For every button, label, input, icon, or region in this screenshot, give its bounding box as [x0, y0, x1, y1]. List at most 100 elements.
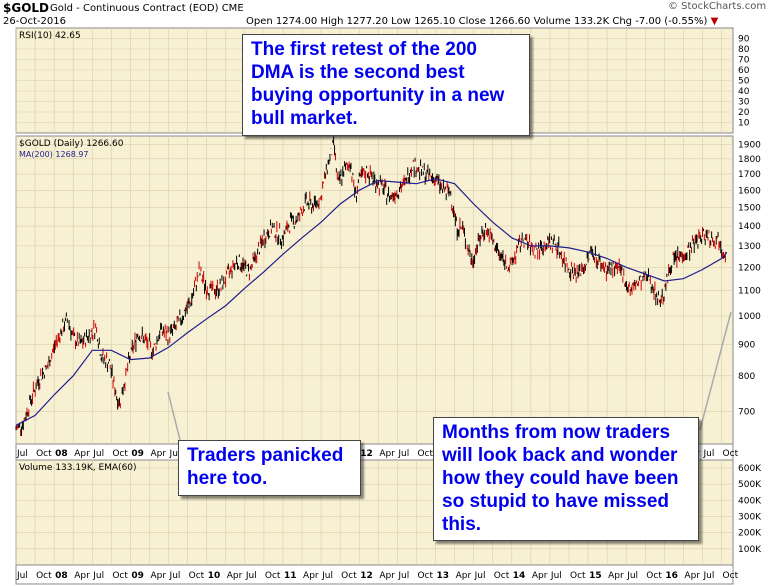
rsi-tick-label: 80 — [738, 45, 750, 55]
price-tick-label: 1200 — [738, 263, 761, 273]
price-tick-label: 1000 — [738, 312, 761, 322]
x-tick-label-top: Jul — [702, 449, 714, 459]
ohlc-summary: Open 1274.00 High 1277.20 Low 1265.10 Cl… — [246, 16, 719, 27]
volume-tick-label: 300K — [738, 513, 762, 523]
price-tick-label: 700 — [738, 408, 755, 418]
exchange-label: CME — [221, 3, 244, 14]
callout-right: Months from now traders will look back a… — [433, 417, 699, 541]
price-tick-label: 900 — [738, 340, 755, 350]
rsi-legend: RSI(10) 42.65 — [19, 31, 81, 41]
x-tick-label-bottom: Apr — [150, 571, 166, 581]
x-tick-label-bottom: Jul — [550, 571, 562, 581]
x-axis-band-bottom — [15, 564, 734, 585]
x-tick-label-top: Oct — [112, 449, 128, 459]
price-tick-label: 1900 — [738, 140, 761, 150]
x-tick-label-bottom: Oct — [570, 571, 586, 581]
volume-value: 133.2K — [573, 16, 610, 27]
x-tick-label-bottom: Oct — [112, 571, 128, 581]
price-tick-label: 1100 — [738, 287, 761, 297]
price-panel — [15, 135, 734, 445]
chart-date: 26-Oct-2016 — [3, 16, 66, 27]
x-tick-label-top: 09 — [131, 449, 144, 459]
x-tick-label-bottom: Apr — [684, 571, 700, 581]
volume-tick-label: 400K — [738, 496, 762, 506]
low-value: 1265.10 — [414, 16, 456, 27]
x-tick-label-bottom: 11 — [284, 571, 297, 581]
x-tick-label-top: 08 — [55, 449, 68, 459]
x-tick-label-bottom: Jul — [397, 571, 409, 581]
contract-description: Gold - Continuous Contract (EOD) CME — [50, 3, 244, 14]
x-tick-label-bottom: Apr — [379, 571, 395, 581]
down-arrow-icon: ▼ — [710, 16, 719, 27]
x-tick-label-bottom: 15 — [589, 571, 602, 581]
x-tick-label-bottom: Apr — [74, 571, 90, 581]
x-tick-label-bottom: Oct — [494, 571, 510, 581]
volume-tick-label: 600K — [738, 464, 762, 474]
x-tick-label-bottom: Oct — [723, 571, 739, 581]
price-legend: $GOLD (Daily) 1266.60 — [19, 139, 124, 149]
price-tick-label: 1300 — [738, 242, 761, 252]
x-tick-label-top: Jul — [169, 449, 181, 459]
x-tick-label-bottom: 08 — [55, 571, 68, 581]
x-tick-label-bottom: Oct — [265, 571, 281, 581]
watermark: © StockCharts.com — [668, 1, 767, 12]
rsi-tick-label: 10 — [738, 119, 750, 129]
rsi-tick-label: 60 — [738, 66, 750, 76]
x-tick-label-bottom: Jul — [626, 571, 638, 581]
ma-legend: MA(200) 1268.97 — [19, 150, 89, 159]
x-tick-label-bottom: 09 — [131, 571, 144, 581]
price-tick-label: 1700 — [738, 170, 761, 180]
x-tick-label-top: Jul — [16, 449, 28, 459]
volume-tick-label: 200K — [738, 529, 762, 539]
x-tick-label-top: Jul — [397, 449, 409, 459]
x-tick-label-top: Oct — [723, 449, 739, 459]
change-value: -7.00 (-0.55%) — [635, 16, 708, 27]
price-tick-label: 1600 — [738, 186, 761, 196]
symbol-title: $GOLD — [3, 1, 50, 15]
x-tick-label-bottom: Apr — [227, 571, 243, 581]
x-tick-label-top: Apr — [150, 449, 166, 459]
x-tick-label-bottom: Jul — [321, 571, 333, 581]
x-tick-label-top: Jul — [92, 449, 104, 459]
x-tick-label-bottom: Apr — [532, 571, 548, 581]
x-tick-label-top: 12 — [360, 449, 373, 459]
x-tick-label-bottom: 14 — [513, 571, 526, 581]
rsi-tick-label: 20 — [738, 108, 750, 118]
callout-right-pointer — [699, 311, 732, 431]
x-tick-label-bottom: Jul — [702, 571, 714, 581]
volume-tick-label: 500K — [738, 480, 762, 490]
price-tick-label: 800 — [738, 372, 755, 382]
x-tick-label-top: Oct — [36, 449, 52, 459]
x-tick-label-bottom: 12 — [360, 571, 373, 581]
rsi-tick-label: 30 — [738, 98, 750, 108]
price-tick-label: 1400 — [738, 222, 761, 232]
rsi-tick-label: 40 — [738, 87, 750, 97]
callout-left: Traders panicked here too. — [178, 440, 361, 496]
x-tick-label-bottom: Apr — [456, 571, 472, 581]
x-tick-label-bottom: Oct — [341, 571, 357, 581]
x-tick-label-bottom: Jul — [92, 571, 104, 581]
x-tick-label-bottom: Oct — [417, 571, 433, 581]
high-value: 1277.20 — [346, 16, 388, 27]
volume-legend: Volume 133.19K, EMA(60) — [19, 463, 137, 473]
x-tick-label-bottom: Jul — [16, 571, 28, 581]
x-tick-label-bottom: Oct — [36, 571, 52, 581]
ma-200-line — [15, 178, 728, 426]
x-tick-label-bottom: 13 — [437, 571, 450, 581]
price-tick-label: 1800 — [738, 155, 761, 165]
x-tick-label-bottom: Jul — [245, 571, 257, 581]
x-tick-label-bottom: Jul — [474, 571, 486, 581]
x-tick-label-bottom: Oct — [646, 571, 662, 581]
x-tick-label-bottom: Oct — [189, 571, 205, 581]
x-tick-label-bottom: 16 — [665, 571, 678, 581]
x-tick-label-bottom: Jul — [169, 571, 181, 581]
close-value: 1266.60 — [489, 16, 531, 27]
rsi-tick-label: 50 — [738, 77, 750, 87]
x-tick-label-bottom: 10 — [208, 571, 221, 581]
rsi-tick-label: 70 — [738, 56, 750, 66]
x-tick-label-bottom: Apr — [303, 571, 319, 581]
price-tick-label: 1500 — [738, 204, 761, 214]
open-value: 1274.00 — [275, 16, 318, 27]
x-tick-label-bottom: Apr — [608, 571, 624, 581]
